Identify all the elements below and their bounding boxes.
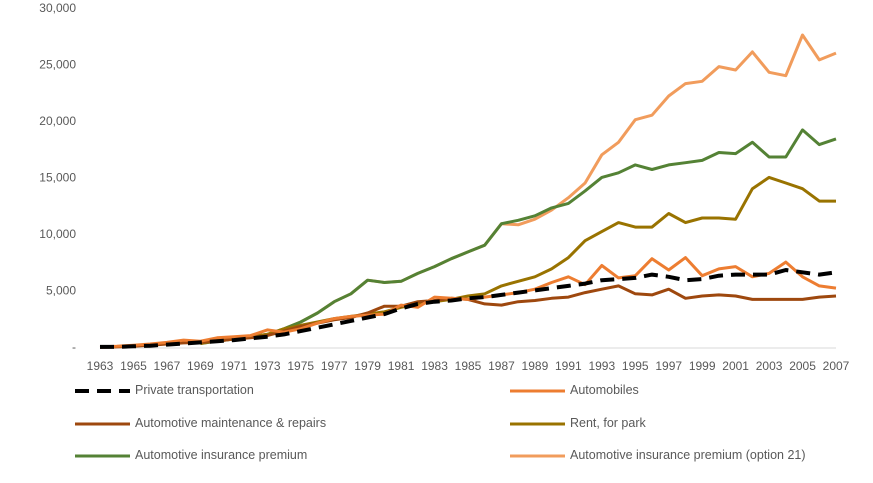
series-line <box>99 256 837 349</box>
x-tick-label: 2007 <box>823 359 850 373</box>
x-tick-label: 1981 <box>388 359 415 373</box>
legend-label: Private transportation <box>135 383 254 397</box>
x-tick-label: 1987 <box>488 359 515 373</box>
x-tick-label: 1965 <box>120 359 147 373</box>
y-tick-label: 10,000 <box>39 227 76 241</box>
y-tick-label: 15,000 <box>39 171 76 185</box>
x-tick-label: 1967 <box>154 359 181 373</box>
x-tick-label: 1969 <box>187 359 214 373</box>
y-tick-label: 5,000 <box>46 284 76 298</box>
legend-label: Rent, for park <box>570 416 646 430</box>
x-tick-label: 1999 <box>689 359 716 373</box>
x-tick-label: 2005 <box>789 359 816 373</box>
x-tick-label: 2001 <box>722 359 749 373</box>
x-tick-label: 1993 <box>588 359 615 373</box>
x-tick-label: 1971 <box>220 359 247 373</box>
x-tick-label: 1979 <box>354 359 381 373</box>
legend-label: Automobiles <box>570 383 639 397</box>
y-tick-label: 20,000 <box>39 114 76 128</box>
legend-label: Automotive insurance premium (option 21) <box>570 448 806 462</box>
y-tick-label: 25,000 <box>39 58 76 72</box>
series-line <box>200 175 836 345</box>
x-tick-label: 1977 <box>321 359 348 373</box>
series-line <box>100 268 837 349</box>
y-tick-label: - <box>72 340 76 354</box>
legend-label: Automotive maintenance & repairs <box>135 416 327 430</box>
x-tick-label: 1983 <box>421 359 448 373</box>
series-line <box>200 128 837 345</box>
x-tick-label: 1963 <box>87 359 114 373</box>
x-tick-label: 1997 <box>655 359 682 373</box>
x-tick-label: 1989 <box>522 359 549 373</box>
x-tick-label: 2003 <box>756 359 783 373</box>
x-tick-label: 1975 <box>287 359 314 373</box>
x-tick-label: 1991 <box>555 359 582 373</box>
x-tick-label: 1985 <box>455 359 482 373</box>
x-tick-label: 1995 <box>622 359 649 373</box>
x-tick-label: 1973 <box>254 359 281 373</box>
y-tick-label: 30,000 <box>39 1 76 15</box>
legend-label: Automotive insurance premium <box>135 448 308 462</box>
